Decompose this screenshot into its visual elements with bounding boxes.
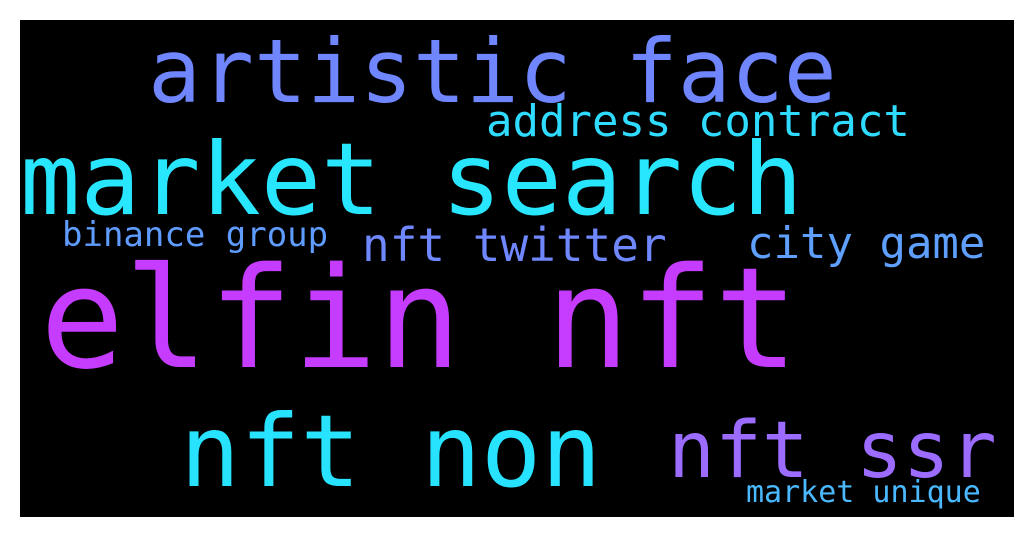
word-address-contract: address contract (486, 96, 910, 147)
word-nft-non: nft non (180, 393, 602, 510)
word-market-search: market search (20, 121, 803, 238)
word-elfin-nft: elfin nft (40, 238, 799, 401)
word-city-game: city game (747, 218, 986, 269)
word-market-unique: market unique (746, 475, 981, 510)
word-nft-ssr: nft ssr (668, 406, 997, 496)
word-cloud: artistic face market search address cont… (20, 20, 1014, 517)
word-nft-twitter: nft twitter (362, 218, 667, 272)
word-artistic-face: artistic face (148, 20, 837, 123)
word-binance-group: binance group (62, 215, 329, 255)
